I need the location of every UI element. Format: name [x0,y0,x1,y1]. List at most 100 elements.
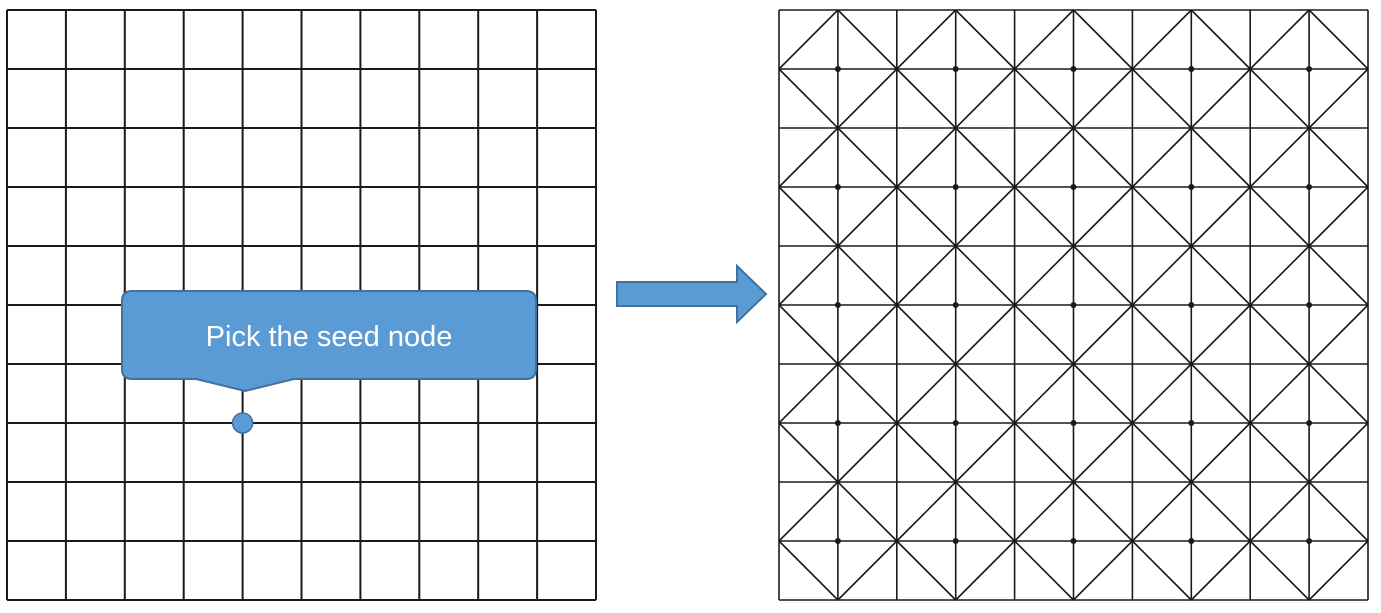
mesh-diagonal-line [955,422,1016,483]
mesh-diagonal-line [837,68,898,129]
mesh-hub-vertex [952,538,959,544]
mesh-diagonal-line [1249,304,1310,365]
mesh-diagonal-line [1014,9,1075,70]
mesh-hub-vertex [1070,420,1077,426]
mesh-diagonal-line [1072,68,1133,129]
callout-bubble: Pick the seed node [121,290,537,393]
mesh-diagonal-line [955,540,1016,601]
mesh-diagonal-line [778,304,839,365]
mesh-diagonal-line [955,481,1016,542]
mesh-diagonal-line [1190,540,1251,601]
callout-text: Pick the seed node [206,321,453,353]
mesh-diagonal-line [955,9,1016,70]
mesh-diagonal-line [837,363,898,424]
mesh-diagonal-line [1072,127,1133,188]
mesh-diagonal-line [896,245,957,306]
mesh-diagonal-line [896,186,957,247]
mesh-diagonal-line [778,68,839,129]
mesh-diagonal-line [1014,68,1075,129]
mesh-diagonal-line [1131,422,1192,483]
mesh-diagonal-line [837,127,898,188]
mesh-hub-vertex [834,66,841,72]
mesh-diagonal-line [1308,540,1369,601]
mesh-diagonal-line [1249,9,1310,70]
mesh-diagonal-line [1190,127,1251,188]
mesh-diagonal-line [1249,540,1310,601]
mesh-diagonal-line [837,186,898,247]
mesh-diagonal-line [1190,363,1251,424]
mesh-diagonal-line [896,127,957,188]
mesh-hub-vertex [1070,538,1077,544]
mesh-diagonal-line [837,481,898,542]
mesh-diagonal-line [1249,363,1310,424]
mesh-hub-vertex [952,302,959,308]
mesh-diagonal-line [1131,68,1192,129]
mesh-diagonal-line [896,9,957,70]
mesh-diagonal-line [1072,540,1133,601]
mesh-diagonal-line [1014,540,1075,601]
seed-node [231,412,254,434]
mesh-diagonal-line [1131,245,1192,306]
mesh-diagonal-line [837,540,898,601]
mesh-diagonal-line [1072,304,1133,365]
mesh-hub-vertex [1188,420,1195,426]
mesh-diagonal-line [1249,68,1310,129]
mesh-diagonal-line [896,363,957,424]
mesh-diagonal-line [955,304,1016,365]
mesh-diagonal-line [1308,127,1369,188]
mesh-diagonal-line [955,186,1016,247]
triangulated-mesh [778,9,1369,601]
mesh-diagonal-line [1190,481,1251,542]
mesh-diagonal-line [1308,68,1369,129]
mesh-diagonal-line [1249,422,1310,483]
mesh-hub-vertex [952,66,959,72]
mesh-diagonal-line [837,304,898,365]
mesh-diagonal-line [1131,540,1192,601]
mesh-diagonal-line [896,68,957,129]
mesh-hub-vertex [834,184,841,190]
mesh-hub-vertex [1070,184,1077,190]
mesh-hub-vertex [952,420,959,426]
mesh-diagonal-line [1190,304,1251,365]
mesh-diagonal-line [837,422,898,483]
mesh-diagonal-line [955,127,1016,188]
mesh-diagonal-line [778,363,839,424]
mesh-diagonal-line [1308,363,1369,424]
mesh-hub-vertex [834,538,841,544]
mesh-hub-vertex [1306,420,1313,426]
mesh-diagonal-line [896,304,957,365]
mesh-hub-vertex [1306,66,1313,72]
mesh-diagonal-line [837,9,898,70]
mesh-diagonal-line [778,245,839,306]
mesh-diagonal-line [1308,245,1369,306]
mesh-diagonal-line [1131,304,1192,365]
mesh-diagonal-line [778,186,839,247]
mesh-hub-vertex [1070,302,1077,308]
mesh-diagonal-line [1190,68,1251,129]
mesh-diagonal-line [1308,304,1369,365]
mesh-diagonal-line [1072,422,1133,483]
mesh-diagonal-line [1131,363,1192,424]
mesh-diagonal-line [1249,245,1310,306]
mesh-diagonal-line [896,422,957,483]
mesh-diagonal-line [1249,127,1310,188]
mesh-hub-vertex [834,420,841,426]
mesh-diagonal-line [1072,363,1133,424]
mesh-diagonal-line [955,245,1016,306]
mesh-hub-vertex [1306,184,1313,190]
mesh-diagonal-line [778,422,839,483]
mesh-diagonal-line [1308,422,1369,483]
mesh-diagonal-line [896,481,957,542]
mesh-diagonal-line [1131,127,1192,188]
mesh-diagonal-line [1308,186,1369,247]
mesh-diagonal-line [837,245,898,306]
mesh-diagonal-line [1072,186,1133,247]
mesh-diagonal-line [955,363,1016,424]
mesh-diagonal-line [1014,127,1075,188]
mesh-diagonal-line [1190,245,1251,306]
mesh-diagonal-line [778,127,839,188]
mesh-diagonal-line [1190,422,1251,483]
mesh-diagonal-line [1072,481,1133,542]
mesh-diagonal-line [1131,186,1192,247]
